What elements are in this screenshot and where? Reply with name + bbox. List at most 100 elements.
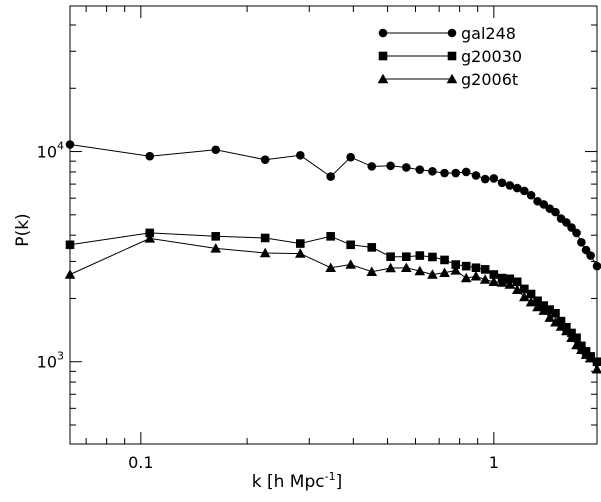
data-point-g2006t: [571, 339, 582, 350]
data-point-gal248: [551, 207, 560, 217]
series-layer: [64, 140, 601, 374]
data-point-g20030: [326, 232, 335, 241]
data-point-g2006t: [439, 267, 450, 277]
data-point-g20030: [471, 263, 481, 273]
x-axis-label: k [h Mpc-1]: [252, 470, 342, 492]
data-point-g20030: [556, 316, 566, 326]
plot-frame: [69, 5, 598, 445]
data-point-gal248: [65, 140, 75, 149]
y-tick-label-exponent: 3: [57, 350, 64, 363]
data-point-g20030: [526, 289, 536, 299]
data-point-g2006t: [385, 262, 396, 273]
x-tick-label: 0.1: [128, 453, 153, 472]
data-point-g2006t: [544, 312, 556, 322]
data-point-g20030: [428, 252, 437, 262]
data-point-g2006t: [488, 276, 500, 287]
data-point-g20030: [211, 232, 221, 241]
data-point-g2006t: [414, 265, 426, 276]
data-point-g20030: [451, 260, 461, 269]
data-point-g2006t: [450, 265, 462, 275]
data-point-gal248: [367, 162, 377, 171]
legend-label: g20030: [461, 47, 522, 66]
data-point-g20030: [367, 243, 377, 252]
data-point-gal248: [497, 178, 507, 188]
y-axis-label: P(k): [13, 213, 33, 246]
data-point-gal248: [461, 167, 471, 177]
data-point-gal248: [428, 167, 437, 176]
x-axis-label-superscript: -1: [325, 470, 336, 483]
data-point-g20030: [572, 333, 581, 343]
data-point-g20030: [415, 251, 425, 260]
data-point-gal248: [145, 151, 155, 161]
data-point-gal248: [346, 152, 355, 162]
y-tick-label-exponent: 4: [57, 140, 64, 153]
data-point-g20030: [545, 305, 555, 314]
data-point-gal248: [326, 172, 335, 181]
data-point-g2006t: [325, 262, 336, 272]
data-point-g2006t: [64, 269, 76, 279]
data-point-g2006t: [470, 270, 482, 281]
data-point-gal248: [512, 183, 522, 193]
series-g2006t: [64, 233, 601, 374]
legend-label: g2006t: [461, 70, 518, 89]
data-point-g2006t: [585, 352, 596, 363]
legend-marker: [447, 51, 457, 61]
data-point-gal248: [577, 237, 586, 247]
data-point-g2006t: [401, 262, 412, 272]
legend-marker: [447, 28, 457, 38]
legend-entry-gal248: gal248: [378, 24, 516, 43]
data-point-gal248: [572, 228, 581, 238]
series-line-gal248: [69, 144, 598, 267]
y-tick-label-base: 10: [37, 353, 57, 372]
series-line-g2006t: [69, 237, 598, 370]
data-point-g2006t: [210, 243, 222, 253]
data-point-gal248: [489, 174, 499, 183]
x-tick-label: 1: [489, 453, 499, 472]
data-point-g20030: [440, 255, 449, 265]
data-point-gal248: [211, 145, 221, 155]
y-tick-label: 104: [37, 140, 64, 162]
data-point-g2006t: [460, 272, 472, 283]
data-point-gal248: [296, 150, 305, 160]
data-point-gal248: [440, 168, 449, 178]
data-point-gal248: [526, 190, 536, 200]
data-point-g2006t: [144, 233, 156, 243]
data-point-gal248: [480, 174, 490, 184]
data-point-g2006t: [555, 321, 567, 331]
data-point-g20030: [346, 240, 355, 250]
legend-entry-g2006t: g2006t: [377, 70, 518, 89]
data-point-g20030: [489, 270, 499, 279]
data-point-g20030: [520, 284, 529, 294]
data-point-g20030: [480, 265, 490, 274]
data-point-g20030: [65, 240, 75, 250]
data-point-gal248: [451, 168, 461, 178]
data-point-g20030: [145, 228, 155, 238]
data-point-g20030: [551, 308, 560, 318]
legend: gal248 g20030 g2006t: [377, 24, 522, 89]
data-point-g2006t: [561, 325, 572, 336]
data-point-gal248: [260, 155, 270, 164]
series-line-g20030: [69, 232, 598, 363]
data-point-g2006t: [550, 317, 561, 327]
data-point-g2006t: [504, 279, 516, 289]
y-tick-label: 103: [37, 350, 64, 372]
data-point-gal248: [505, 181, 515, 190]
data-point-gal248: [567, 223, 576, 232]
legend-entry-g20030: g20030: [378, 47, 522, 66]
data-point-g20030: [296, 239, 305, 248]
data-point-g2006t: [259, 247, 271, 258]
legend-marker: [378, 28, 388, 38]
data-point-g2006t: [519, 291, 530, 302]
data-point-g2006t: [366, 266, 378, 276]
data-point-g2006t: [532, 301, 543, 312]
series-g20030: [65, 228, 601, 367]
legend-marker: [446, 73, 458, 84]
data-point-g2006t: [525, 296, 537, 307]
data-point-gal248: [415, 165, 425, 174]
data-point-g2006t: [566, 332, 577, 342]
x-axis-label-end: ]: [336, 472, 343, 492]
data-point-g20030: [402, 252, 411, 261]
data-point-g2006t: [345, 259, 356, 269]
data-point-g2006t: [496, 277, 508, 287]
